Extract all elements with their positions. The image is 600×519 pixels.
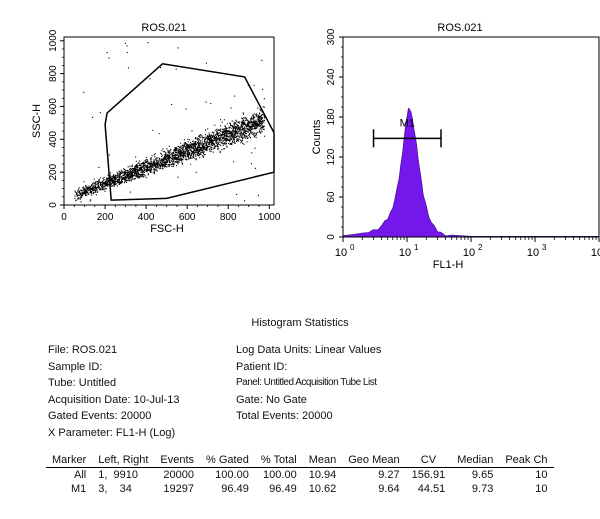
plots-area: ROS.021 0 200 400 600 800 1000 02004006008001… — [31, 22, 600, 271]
histogram-x-tick-exponent: 1 — [414, 243, 419, 252]
histogram-plot: ROS.021 M1 100101102103104 0601201802403… — [311, 22, 600, 271]
histogram-statistics-title: Histogram Statistics — [251, 317, 349, 329]
histogram-x-tick-label: 10 — [591, 247, 600, 259]
col-left-right: Left, Right — [92, 452, 155, 468]
scatter-x-tick-label: 0 — [61, 212, 67, 223]
cell-events: 20000 — [163, 469, 195, 481]
scatter-y-tick-label: 1000 — [48, 29, 59, 52]
scatter-x-tick-label: 200 — [97, 212, 114, 223]
scatter-y-tick-label: 600 — [48, 98, 59, 115]
cell-left-right: 1, 9910 — [98, 469, 138, 481]
cell-events: 19297 — [163, 483, 195, 495]
marker-m1-label: M1 — [400, 117, 415, 129]
cell-mean: 10.94 — [308, 469, 337, 481]
scatter-x-tick-label: 1000 — [258, 212, 281, 223]
meta-right-block: Log Data Units: Linear Values Patient ID… — [236, 342, 381, 425]
cell-marker: All — [74, 469, 87, 481]
cell-cv: 156.91 — [411, 469, 446, 481]
cell-cv: 44.51 — [417, 483, 446, 495]
meta-acquisition-date: Acquisition Date: 10-Jul-13 — [48, 393, 180, 406]
meta-tube: Tube: Untitled — [48, 377, 117, 389]
meta-gate: Gate: No Gate — [236, 393, 307, 406]
histogram-x-tick-label: 10 — [527, 247, 539, 259]
cell-marker: M1 — [70, 483, 87, 495]
cell-median: 9.73 — [471, 483, 494, 495]
col-marker: Marker — [46, 452, 93, 468]
meta-left-block: File: ROS.021 Sample ID: Tube: Untitled … — [48, 342, 179, 441]
meta-x-parameter: X Parameter: FL1-H (Log) — [48, 426, 176, 439]
marker-m1: M1 — [372, 117, 442, 148]
meta-sample-id: Sample ID: — [48, 360, 103, 373]
col-events: Events — [154, 452, 201, 468]
histogram-y-tick-label: 60 — [326, 191, 337, 203]
histogram-y-tick-label: 300 — [326, 28, 337, 45]
table-header-row: Marker Left, Right Events % Gated % Tota… — [46, 452, 554, 468]
histogram-y-tick-label: 240 — [326, 68, 337, 85]
histogram-y-ticks: 0 60 120 180 240 300 — [326, 28, 343, 240]
meta-total-events: Total Events: 20000 — [236, 410, 333, 422]
histogram-frame — [342, 36, 600, 238]
cell-geo-mean: 9.64 — [378, 483, 400, 495]
scatter-frame — [63, 36, 275, 206]
col-mean: Mean — [302, 452, 343, 468]
scatter-x-label: FSC-H — [150, 223, 184, 235]
histogram-y-label: Counts — [311, 119, 323, 154]
histogram-x-tick-label: 10 — [463, 247, 475, 259]
scatter-y-tick-label: 0 — [48, 202, 59, 208]
histogram-x-label: FL1-H — [433, 259, 464, 271]
col-cv: CV — [405, 452, 452, 468]
scatter-x-ticks: 0 200 400 600 800 1000 — [61, 205, 281, 223]
meta-file: File: ROS.021 — [48, 344, 118, 356]
col-pct-gated: % Gated — [200, 452, 255, 468]
cell-pct-gated: 96.49 — [221, 483, 249, 495]
histogram-x-tick-label: 10 — [399, 247, 411, 259]
scatter-y-ticks: 0 200 400 600 800 1000 — [48, 29, 64, 208]
histogram-x-tick-exponent: 3 — [542, 243, 547, 252]
scatter-plot: ROS.021 0 200 400 600 800 1000 0 200 400 600 800 1… — [31, 22, 281, 235]
scatter-points — [74, 42, 266, 203]
histogram-x-tick-exponent: 2 — [478, 243, 483, 252]
scatter-y-tick-label: 200 — [48, 163, 59, 180]
scatter-y-tick-label: 800 — [48, 65, 59, 82]
scatter-y-tick-label: 400 — [48, 131, 59, 148]
table-row: M1 3, 34 19297 96.49 96.49 10.62 9.64 44… — [46, 482, 554, 496]
scatter-y-label: SSC-H — [31, 104, 43, 138]
cell-peak-ch: 10 — [535, 483, 548, 495]
col-pct-total: % Total — [254, 452, 303, 468]
histogram-y-tick-label: 120 — [326, 148, 337, 165]
cell-left-right: 3, 34 — [98, 483, 132, 495]
meta-panel: Panel: Untitled Acquisition Tube List — [236, 377, 377, 388]
scatter-dots — [74, 42, 266, 203]
meta-patient-id: Patient ID: — [236, 360, 288, 373]
cell-pct-total: 96.49 — [269, 483, 297, 495]
histogram-title: ROS.021 — [437, 22, 482, 34]
histogram-x-ticks: 100101102103104 — [335, 237, 600, 259]
scatter-title: ROS.021 — [141, 22, 186, 34]
histogram-y-tick-label: 0 — [326, 234, 337, 240]
meta-log-data-units: Log Data Units: Linear Values — [236, 344, 382, 356]
col-geo-mean: Geo Mean — [342, 452, 406, 468]
cell-pct-gated: 100.00 — [215, 469, 249, 481]
scatter-x-tick-label: 400 — [138, 212, 155, 223]
histogram-y-tick-label: 180 — [326, 108, 337, 125]
col-median: Median — [451, 452, 500, 468]
cell-mean: 10.62 — [308, 483, 337, 495]
cell-pct-total: 100.00 — [263, 469, 297, 481]
cell-median: 9.65 — [471, 469, 494, 481]
col-peak-ch: Peak Ch — [499, 452, 554, 468]
scatter-x-tick-label: 600 — [179, 212, 196, 223]
histogram-x-tick-label: 10 — [335, 247, 347, 259]
scatter-x-tick-label: 800 — [220, 212, 237, 223]
statistics-table: Marker Left, Right Events % Gated % Tota… — [46, 452, 554, 496]
histogram-area — [342, 107, 600, 238]
cell-geo-mean: 9.27 — [378, 469, 400, 481]
histogram-x-tick-exponent: 0 — [350, 243, 355, 252]
table-row: All 1, 9910 20000 100.00 100.00 10.94 9.… — [46, 468, 554, 483]
cell-peak-ch: 10 — [535, 469, 548, 481]
meta-gated-events: Gated Events: 20000 — [48, 410, 152, 422]
